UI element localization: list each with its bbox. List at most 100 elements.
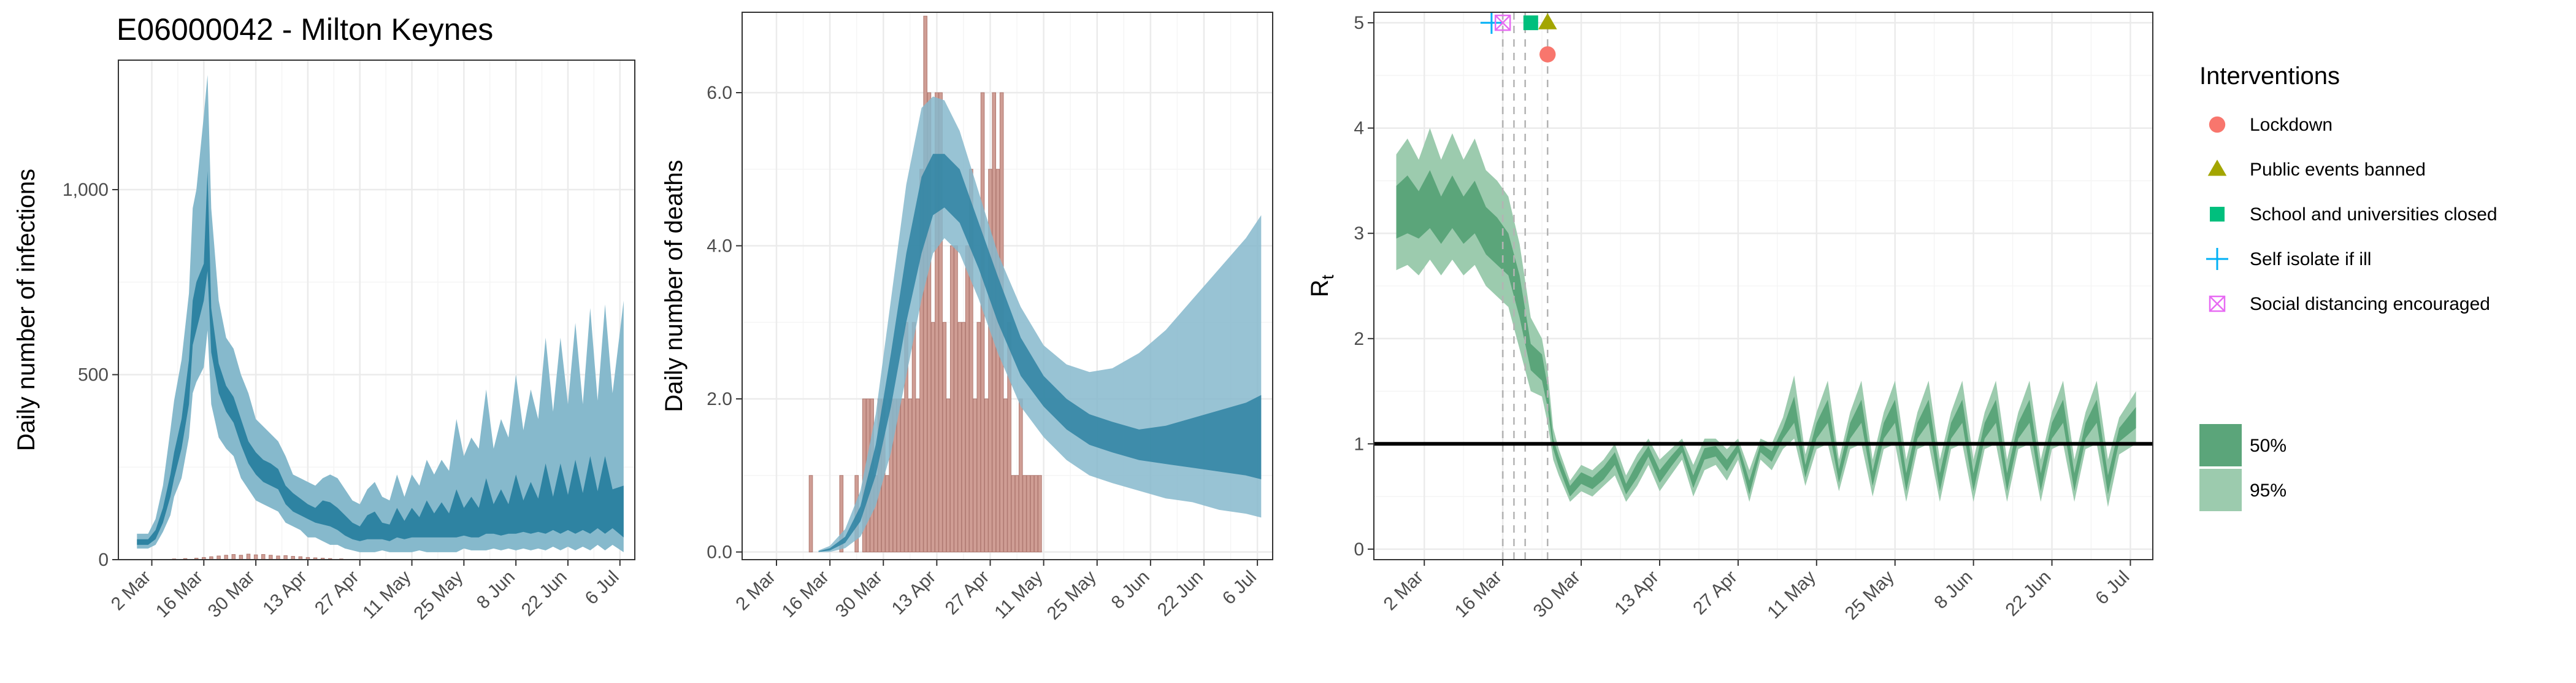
x-tick-label: 6 Jul xyxy=(581,567,623,609)
legend-ci-label: 95% xyxy=(2250,480,2287,501)
panel-border xyxy=(118,60,635,560)
bar xyxy=(808,475,813,553)
x-tick-label: 27 Apr xyxy=(1689,567,1741,619)
y-tick-label: 2 xyxy=(1354,329,1364,349)
y-tick-label: 1,000 xyxy=(63,180,109,200)
intervention-marker xyxy=(1539,46,1556,63)
intervention-marker xyxy=(1523,15,1538,31)
x-tick-label: 13 Apr xyxy=(888,567,940,619)
legend-label: School and universities closed xyxy=(2250,204,2497,225)
x-tick-label: 2 Mar xyxy=(107,567,155,615)
intervention-marker xyxy=(1480,12,1503,34)
y-tick-label: 0.0 xyxy=(707,542,732,563)
bar xyxy=(261,554,266,560)
bar xyxy=(908,398,913,553)
x-tick-label: 6 Jul xyxy=(1219,567,1260,609)
x-tick-label: 16 Mar xyxy=(778,567,833,622)
y-tick-label: 0 xyxy=(98,550,109,570)
x-tick-label: 30 Mar xyxy=(832,567,886,622)
legend-key xyxy=(2209,116,2226,133)
legend-label: Social distancing encouraged xyxy=(2250,294,2490,314)
legend-ci-key xyxy=(2199,469,2242,511)
bar xyxy=(1018,398,1023,553)
legend-key xyxy=(2206,248,2228,270)
bar xyxy=(984,398,989,553)
x-tick-label: 2 Mar xyxy=(732,567,780,615)
band-50pct xyxy=(137,171,624,545)
legend-ci-key xyxy=(2199,424,2242,466)
x-tick-label: 22 Jun xyxy=(518,567,571,620)
x-tick-label: 6 Jul xyxy=(2091,567,2133,609)
y-axis-label: Rt xyxy=(1306,274,1337,297)
band-50pct xyxy=(1396,170,2136,497)
bar xyxy=(949,245,954,553)
bar xyxy=(231,554,236,560)
bar xyxy=(961,322,966,553)
bar xyxy=(915,398,920,553)
panel-border xyxy=(1373,12,2153,560)
x-tick-label: 22 Jun xyxy=(2001,567,2055,620)
bar xyxy=(938,92,943,553)
bar xyxy=(269,555,273,560)
bar xyxy=(957,322,962,553)
x-tick-label: 27 Apr xyxy=(311,567,363,619)
y-tick-label: 3 xyxy=(1354,223,1364,244)
bar xyxy=(246,554,251,560)
bar xyxy=(995,169,1000,553)
bar xyxy=(839,475,844,553)
bar xyxy=(1014,475,1019,553)
y-tick-label: 0 xyxy=(1354,539,1364,560)
x-tick-label: 25 May xyxy=(410,567,467,624)
x-tick-label: 8 Jun xyxy=(1930,567,1976,613)
x-tick-label: 2 Mar xyxy=(1380,567,1428,615)
bar xyxy=(965,245,970,553)
bar xyxy=(224,555,228,560)
y-tick-label: 4.0 xyxy=(707,236,732,257)
y-tick-label: 6.0 xyxy=(707,83,732,103)
bar xyxy=(976,322,981,553)
bar xyxy=(1003,398,1008,553)
intervention-marker xyxy=(1494,14,1511,31)
bar xyxy=(954,245,958,553)
rt-panel: 2 Mar 16 Mar 30 Mar 13 Apr 27 Apr 11 May 25 Ma… xyxy=(1306,12,2153,624)
x-tick-label: 8 Jun xyxy=(473,567,519,613)
legend-key xyxy=(2207,160,2227,176)
bar xyxy=(1033,475,1038,553)
legend-ci-label: 50% xyxy=(2250,436,2287,456)
bar xyxy=(973,398,977,553)
bar xyxy=(1038,475,1042,553)
legend-credible-intervals: 50% 95% xyxy=(2199,424,2287,511)
bar xyxy=(1022,475,1027,553)
x-tick-label: 11 May xyxy=(1763,567,1819,623)
bar xyxy=(911,322,916,553)
legend-key xyxy=(2209,295,2226,312)
x-tick-label: 22 Jun xyxy=(1154,567,1207,620)
x-tick-label: 25 May xyxy=(1043,567,1100,624)
bar xyxy=(935,92,939,553)
y-tick-label: 1 xyxy=(1354,434,1364,454)
bar xyxy=(239,555,243,560)
legend-title: Interventions xyxy=(2199,63,2340,90)
x-tick-label: 13 Apr xyxy=(1611,567,1663,619)
x-tick-label: 30 Mar xyxy=(1530,567,1584,622)
legend-label: Lockdown xyxy=(2250,115,2333,135)
bar xyxy=(930,322,935,553)
bar xyxy=(1011,475,1016,553)
bar xyxy=(988,169,992,553)
intervention-marker xyxy=(1538,13,1557,29)
x-tick-label: 13 Apr xyxy=(259,567,311,619)
y-axis-label: Daily number of deaths xyxy=(661,160,688,412)
bar xyxy=(885,475,889,553)
x-tick-label: 16 Mar xyxy=(1451,567,1506,622)
bar xyxy=(253,554,258,560)
y-axis-label: Daily number of infections xyxy=(13,169,40,451)
band-95pct xyxy=(137,75,624,552)
x-tick-label: 27 Apr xyxy=(941,567,994,619)
panel-border xyxy=(742,12,1273,560)
legend-interventions: Lockdown Public events banned School and u… xyxy=(2206,115,2497,314)
bar xyxy=(942,322,947,553)
bar xyxy=(900,398,905,553)
